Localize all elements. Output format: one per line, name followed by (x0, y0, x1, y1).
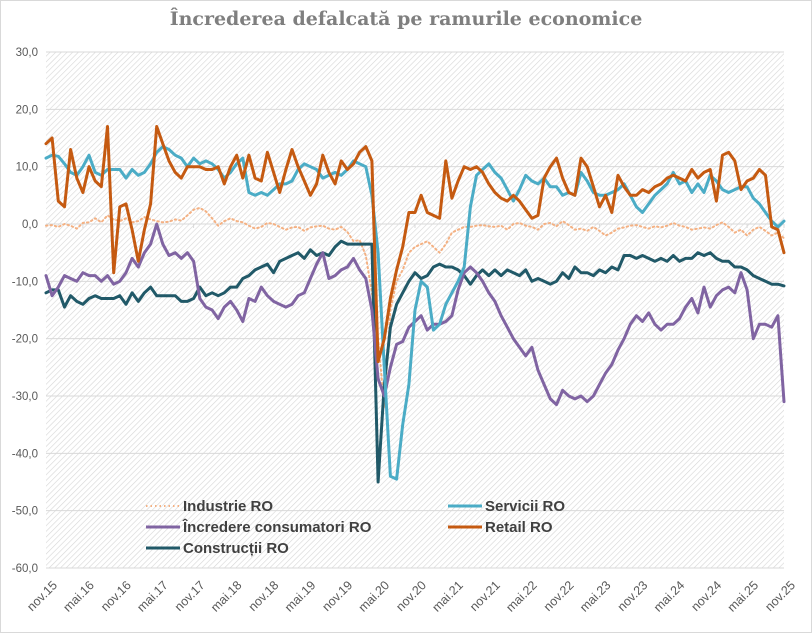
x-tick-label: nov.17 (172, 578, 208, 614)
y-axis-ticks: 30,0 20,0 10,0 0,0 -10,0 -20,0 -30,0 -40,0 -50,0… (12, 47, 38, 575)
x-tick-label: nov.16 (98, 578, 134, 614)
y-tick-label: 20,0 (16, 104, 38, 116)
legend-label: Industrie RO (183, 498, 273, 515)
y-tick-label: -50,0 (12, 506, 38, 518)
x-tick-label: nov.19 (319, 578, 355, 614)
x-tick-label: nov.21 (467, 578, 503, 614)
x-tick-label: mai.20 (356, 578, 392, 614)
legend-item: Retail RO (448, 519, 553, 536)
x-tick-label: nov.22 (541, 578, 577, 614)
y-tick-label: -60,0 (12, 563, 38, 575)
y-tick-label: -30,0 (12, 391, 38, 403)
series-line-construcții-ro (44, 239, 786, 484)
legend-label: Încredere consumatori RO (182, 518, 372, 536)
y-tick-label: 30,0 (16, 47, 38, 59)
x-axis-ticks: nov.15 mai.16 nov.16 mai.17 nov.17 mai.18 nov.… (24, 578, 798, 614)
x-tick-label: nov.15 (24, 578, 60, 614)
y-tick-label: 10,0 (16, 162, 38, 174)
legend-label: Retail RO (485, 519, 553, 536)
series-line-industrie-ro (45, 206, 785, 409)
y-tick-label: -20,0 (12, 334, 38, 346)
x-tick-label: mai.22 (503, 578, 539, 614)
y-tick-label: -40,0 (12, 448, 38, 460)
series-lines (44, 125, 786, 484)
legend-item: Încredere consumatori RO (146, 518, 372, 536)
x-tick-label: mai.17 (134, 578, 170, 614)
x-tick-label: mai.18 (208, 578, 244, 614)
x-tick-label: mai.19 (282, 578, 318, 614)
x-tick-label: nov.24 (688, 578, 724, 614)
series-line-servicii-ro (44, 145, 786, 481)
legend-item: Construcții RO (146, 540, 289, 557)
x-tick-label: nov.23 (615, 578, 651, 614)
legend-label: Servicii RO (485, 498, 565, 515)
gridlines (45, 51, 785, 569)
x-tick-label: mai.16 (61, 578, 97, 614)
legend-label: Construcții RO (183, 540, 289, 557)
x-tick-label: nov.18 (246, 578, 282, 614)
series-line-retail-ro (44, 125, 786, 364)
x-tick-label: mai.24 (651, 578, 687, 614)
legend-item: Servicii RO (448, 498, 565, 515)
chart-title: Încrederea defalcată pe ramurile economi… (169, 8, 643, 30)
x-tick-label: mai.23 (577, 578, 613, 614)
x-tick-label: mai.25 (725, 578, 761, 614)
x-tick-label: nov.20 (393, 578, 429, 614)
y-tick-label: 0,0 (22, 219, 38, 231)
legend-item: Industrie RO (146, 498, 273, 515)
legend: Industrie RO Încredere consumatori RO Cons… (146, 498, 565, 557)
x-tick-label: mai.21 (430, 578, 466, 614)
y-tick-label: -10,0 (12, 276, 38, 288)
x-tick-label: nov.25 (762, 578, 798, 614)
